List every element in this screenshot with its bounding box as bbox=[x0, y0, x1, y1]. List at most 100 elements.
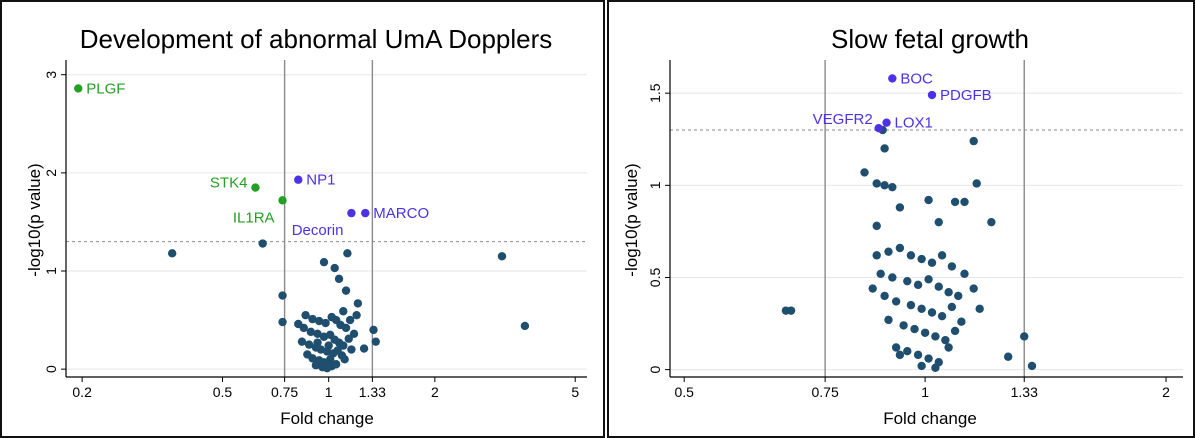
x-tick-label: 1.33 bbox=[359, 384, 386, 400]
point-label: Decorin bbox=[292, 222, 344, 239]
point-label: IL1RA bbox=[233, 209, 275, 226]
data-point bbox=[341, 286, 351, 295]
data-point bbox=[860, 168, 869, 177]
y-tick-label: 0.5 bbox=[647, 268, 663, 288]
data-point bbox=[334, 274, 344, 284]
data-point bbox=[931, 363, 940, 372]
highlight-point bbox=[882, 118, 891, 127]
highlight-point bbox=[294, 175, 303, 184]
panel-border bbox=[0, 0, 605, 438]
data-point bbox=[359, 344, 369, 353]
data-point bbox=[339, 341, 348, 350]
data-point bbox=[950, 326, 960, 336]
x-tick-label: 0.5 bbox=[213, 384, 233, 400]
y-tick-label: 1 bbox=[43, 267, 59, 275]
data-point bbox=[888, 273, 897, 282]
highlight-point bbox=[347, 208, 356, 218]
data-point bbox=[345, 315, 355, 325]
data-point bbox=[931, 332, 940, 341]
data-point bbox=[895, 203, 905, 212]
data-point bbox=[891, 297, 901, 306]
data-point bbox=[944, 288, 953, 297]
data-point bbox=[297, 337, 307, 346]
data-point bbox=[313, 338, 322, 347]
chart-title: Slow fetal growth bbox=[831, 24, 1029, 54]
y-tick-label: 2 bbox=[43, 169, 59, 177]
point-label: PDGFB bbox=[940, 87, 992, 104]
x-tick-label: 1 bbox=[325, 384, 333, 400]
highlight-point bbox=[888, 74, 897, 83]
point-label: VEGFR2 bbox=[813, 111, 873, 128]
data-point bbox=[895, 243, 905, 253]
data-point bbox=[316, 345, 326, 354]
data-point bbox=[937, 311, 947, 321]
data-point bbox=[934, 217, 943, 227]
data-point bbox=[872, 179, 881, 188]
data-point bbox=[306, 327, 316, 337]
data-point bbox=[258, 239, 267, 248]
data-point bbox=[872, 251, 881, 260]
data-point bbox=[944, 343, 953, 352]
data-point bbox=[314, 316, 324, 326]
data-point bbox=[884, 315, 893, 325]
data-point bbox=[321, 318, 330, 328]
data-point bbox=[884, 247, 893, 256]
data-point bbox=[343, 249, 352, 258]
highlight-point bbox=[874, 123, 883, 133]
data-point bbox=[308, 314, 317, 324]
data-point bbox=[876, 269, 885, 278]
data-point bbox=[325, 355, 335, 364]
data-point bbox=[339, 307, 348, 316]
data-point bbox=[319, 257, 329, 267]
data-point bbox=[294, 319, 303, 329]
y-axis-label: -log10(p value) bbox=[622, 163, 641, 276]
data-point bbox=[353, 299, 363, 308]
x-tick-label: 0.75 bbox=[811, 384, 838, 400]
data-point bbox=[369, 325, 378, 335]
data-point bbox=[330, 263, 339, 273]
data-point bbox=[906, 251, 916, 260]
data-point bbox=[167, 249, 177, 258]
data-point bbox=[937, 251, 947, 260]
data-point bbox=[497, 252, 507, 261]
data-point bbox=[924, 275, 933, 284]
data-point bbox=[341, 323, 351, 333]
data-point bbox=[972, 179, 981, 188]
chart-panel-slow-growth: Slow fetal growth -log10(p value) Fold c… bbox=[607, 0, 1195, 438]
data-point bbox=[1027, 361, 1037, 371]
data-point bbox=[975, 304, 984, 314]
x-tick-label: 2 bbox=[1162, 384, 1170, 400]
data-point bbox=[927, 308, 937, 317]
data-point bbox=[947, 302, 957, 312]
data-point bbox=[969, 284, 978, 293]
data-point bbox=[304, 340, 314, 349]
data-point bbox=[520, 321, 530, 331]
data-point bbox=[941, 335, 950, 345]
data-point bbox=[920, 328, 930, 337]
y-tick-label: 1.5 bbox=[647, 83, 663, 103]
chart-panel-udoppler: Development of abnormal UmA Dopplers -lo… bbox=[0, 0, 605, 438]
x-tick-label: 0.2 bbox=[72, 384, 92, 400]
y-tick-label: 0 bbox=[647, 366, 663, 374]
point-label: PLGF bbox=[86, 80, 125, 97]
panel-border bbox=[607, 0, 1195, 438]
y-tick-label: 0 bbox=[43, 365, 59, 373]
data-point bbox=[880, 291, 889, 301]
y-axis-label: -log10(p value) bbox=[25, 163, 44, 276]
data-point bbox=[899, 321, 908, 330]
data-point bbox=[313, 329, 322, 339]
data-point bbox=[308, 354, 317, 363]
x-tick-label: 2 bbox=[431, 384, 439, 400]
y-tick-label: 1 bbox=[647, 181, 663, 189]
data-point bbox=[888, 182, 897, 192]
highlight-point bbox=[927, 90, 937, 100]
data-point bbox=[910, 324, 919, 334]
data-point bbox=[954, 291, 963, 301]
data-point bbox=[868, 284, 877, 293]
x-tick-label: 5 bbox=[571, 384, 579, 400]
data-point bbox=[913, 350, 923, 360]
data-point bbox=[340, 355, 349, 364]
data-point bbox=[903, 276, 912, 286]
data-point bbox=[903, 346, 912, 356]
x-tick-label: 0.75 bbox=[271, 384, 298, 400]
